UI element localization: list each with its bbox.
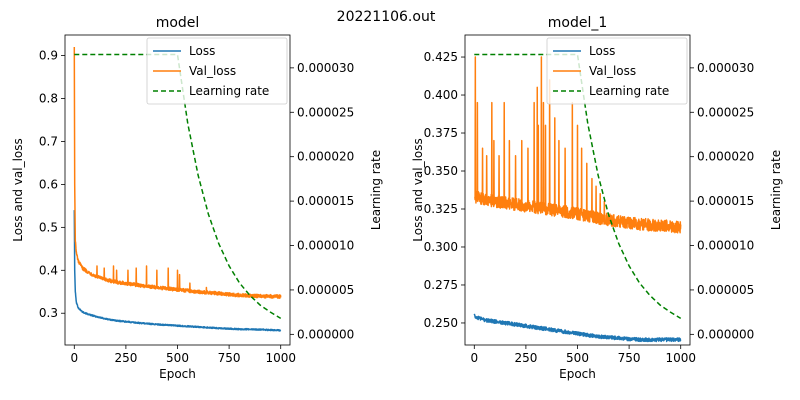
plot-area bbox=[73, 47, 282, 332]
y2-axis-label: Learning rate bbox=[769, 150, 783, 230]
y-tick-label: 0.400 bbox=[424, 88, 458, 102]
y2-tick-label: 0.000030 bbox=[697, 61, 754, 75]
x-axis-label: Epoch bbox=[159, 367, 196, 381]
y2-tick-label: 0.000010 bbox=[297, 239, 354, 253]
series-line-learning-rate bbox=[474, 53, 682, 319]
y-tick-label: 0.5 bbox=[39, 220, 58, 234]
y2-tick-label: 0.000005 bbox=[297, 283, 354, 297]
legend: Loss Val_loss Learning rate bbox=[546, 37, 688, 105]
legend-entry: Loss bbox=[589, 44, 615, 58]
y-axis-label: Loss and val_loss bbox=[411, 138, 425, 242]
series-line-loss bbox=[73, 210, 282, 332]
x-tick-label: 500 bbox=[566, 351, 589, 365]
y2-tick-label: 0.000020 bbox=[697, 150, 754, 164]
y-tick-label: 0.250 bbox=[424, 316, 458, 330]
x-tick-label: 0 bbox=[470, 351, 478, 365]
legend-entry: Learning rate bbox=[189, 84, 269, 98]
y2-tick-label: 0.000000 bbox=[697, 327, 754, 341]
x-tick-label: 250 bbox=[114, 351, 137, 365]
subplot-title: model bbox=[156, 15, 200, 31]
y2-tick-label: 0.000030 bbox=[297, 61, 354, 75]
x-tick-label: 1000 bbox=[265, 351, 296, 365]
x-tick-label: 0 bbox=[70, 351, 78, 365]
series-line-learning-rate bbox=[74, 53, 282, 319]
legend-entry: Val_loss bbox=[589, 64, 636, 78]
y-tick-label: 0.8 bbox=[39, 92, 58, 106]
y-tick-label: 0.6 bbox=[39, 177, 58, 191]
series-line-val-loss bbox=[473, 56, 682, 234]
y2-tick-label: 0.000025 bbox=[697, 105, 754, 119]
legend-box bbox=[546, 37, 688, 105]
y-tick-label: 0.3 bbox=[39, 306, 58, 320]
x-axis-label: Epoch bbox=[559, 367, 596, 381]
y2-tick-label: 0.000005 bbox=[697, 283, 754, 297]
y-tick-label: 0.4 bbox=[39, 263, 58, 277]
y2-axis-label: Learning rate bbox=[369, 150, 383, 230]
y-tick-label: 0.9 bbox=[39, 49, 58, 63]
series-line-loss bbox=[473, 313, 682, 343]
y2-tick-label: 0.000025 bbox=[297, 105, 354, 119]
y2-tick-label: 0.000015 bbox=[297, 194, 354, 208]
x-tick-label: 750 bbox=[218, 351, 241, 365]
y-tick-label: 0.350 bbox=[424, 164, 458, 178]
y-axis-label: Loss and val_loss bbox=[11, 138, 25, 242]
legend-box bbox=[146, 37, 288, 105]
x-tick-label: 1000 bbox=[665, 351, 696, 365]
legend-entry: Learning rate bbox=[589, 84, 669, 98]
y2-tick-label: 0.000020 bbox=[297, 150, 354, 164]
y-tick-label: 0.325 bbox=[424, 202, 458, 216]
x-tick-label: 750 bbox=[618, 351, 641, 365]
plot-area bbox=[473, 53, 682, 343]
figure-suptitle: 20221106.out bbox=[337, 9, 436, 25]
y-tick-label: 0.425 bbox=[424, 50, 458, 64]
y-tick-label: 0.300 bbox=[424, 240, 458, 254]
subplot-model: 0 250 500 750 1000 0.3 0.4 0.5 0.6 0.7 0.8 0.9 0.000… bbox=[11, 15, 383, 381]
legend: Loss Val_loss Learning rate bbox=[146, 37, 288, 105]
y2-tick-label: 0.000010 bbox=[697, 239, 754, 253]
series-line-val-loss bbox=[73, 47, 282, 299]
y-tick-label: 0.375 bbox=[424, 126, 458, 140]
legend-entry: Val_loss bbox=[189, 64, 236, 78]
x-tick-label: 250 bbox=[514, 351, 537, 365]
y2-tick-label: 0.000000 bbox=[297, 327, 354, 341]
legend-entry: Loss bbox=[189, 44, 215, 58]
y-tick-label: 0.7 bbox=[39, 134, 58, 148]
subplot-model-1: 0 250 500 750 1000 0.250 0.275 0.300 0.325 0.350 0… bbox=[411, 15, 783, 381]
subplot-title: model_1 bbox=[548, 15, 608, 31]
y2-tick-label: 0.000015 bbox=[697, 194, 754, 208]
y-tick-label: 0.275 bbox=[424, 278, 458, 292]
x-tick-label: 500 bbox=[166, 351, 189, 365]
